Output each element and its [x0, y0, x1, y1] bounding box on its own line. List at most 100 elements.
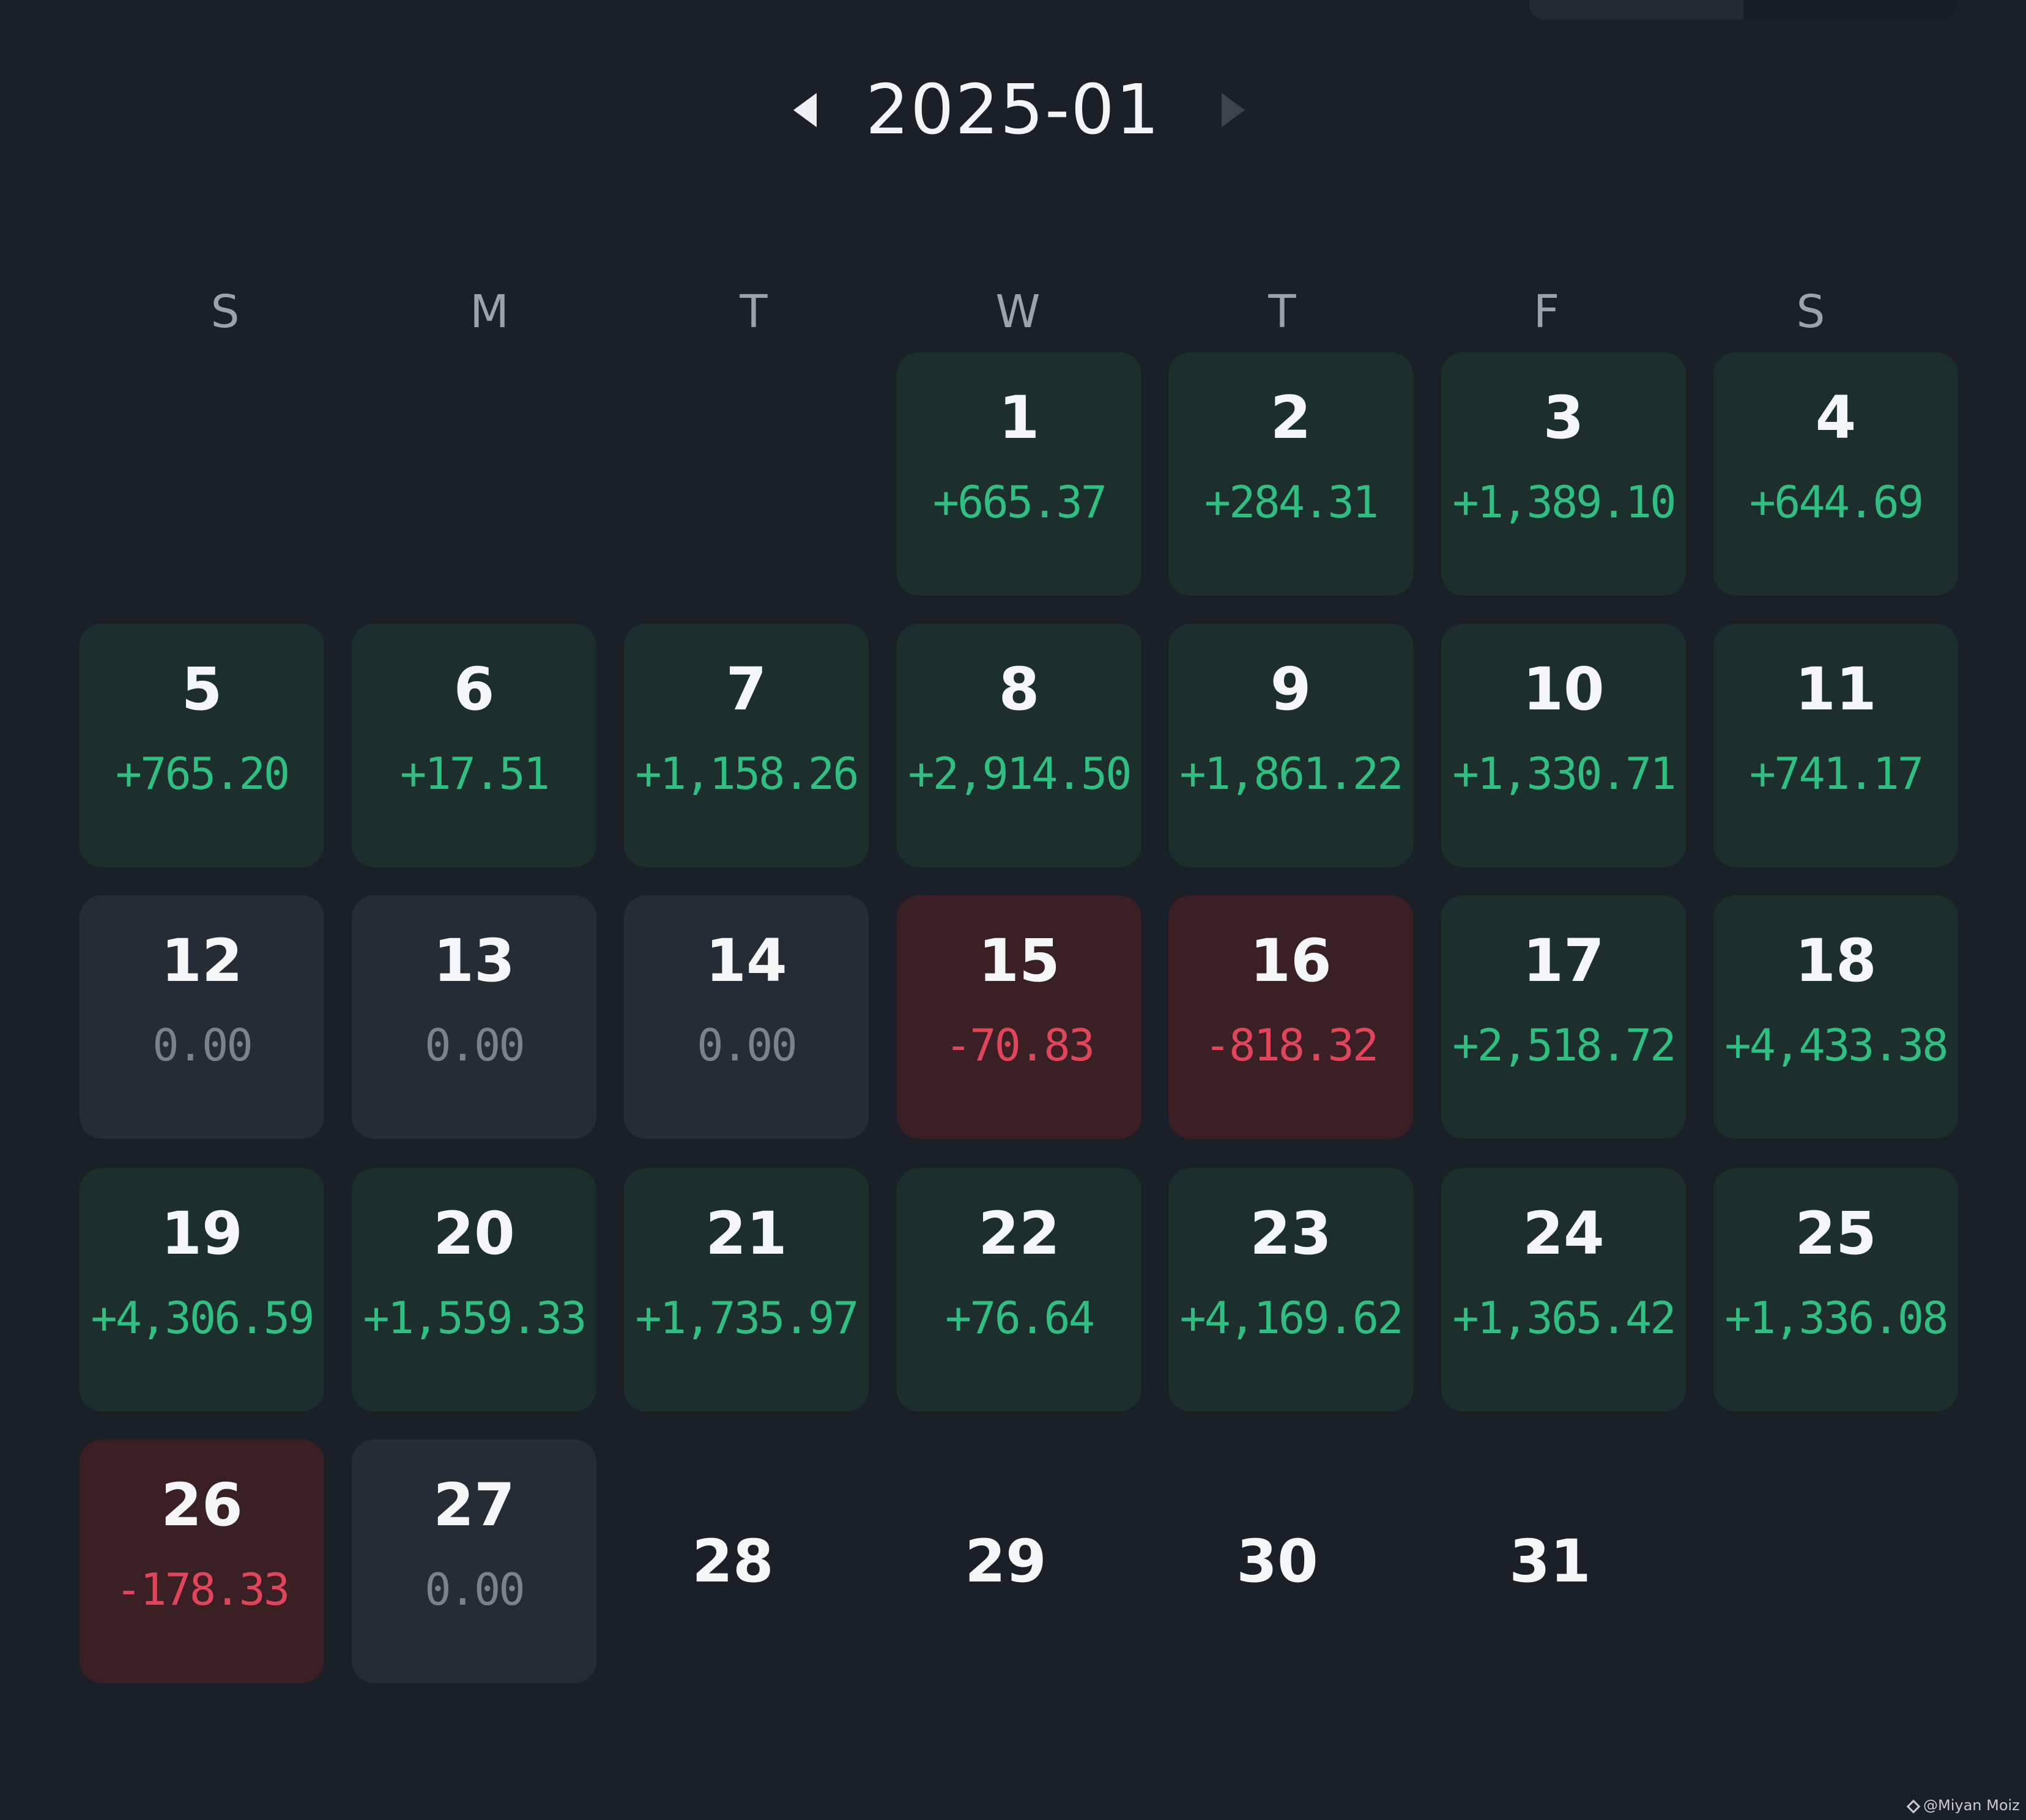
calendar-day-cell[interactable]: 28: [610, 1440, 855, 1683]
calendar-day-cell[interactable]: 8 +2,914.50: [897, 624, 1141, 867]
day-number: 16: [1250, 927, 1332, 995]
day-pnl-value: +17.51: [399, 748, 550, 799]
calendar-day-cell[interactable]: 3 +1,389.10: [1441, 352, 1686, 596]
day-number: 28: [692, 1527, 774, 1596]
calendar-day-cell[interactable]: 13 0.00: [352, 895, 596, 1139]
weekday-label: S: [1796, 286, 1825, 338]
prev-month-button[interactable]: [781, 86, 829, 135]
calendar-day-cell[interactable]: 19 +4,306.59: [80, 1168, 324, 1411]
day-pnl-value: -818.32: [1204, 1019, 1379, 1071]
next-month-button[interactable]: [1209, 86, 1258, 135]
day-pnl-value: +765.20: [115, 748, 290, 799]
day-pnl-value: +4,433.38: [1724, 1019, 1948, 1071]
calendar-day-cell[interactable]: 23 +4,169.62: [1168, 1168, 1413, 1411]
day-number: 30: [1236, 1527, 1318, 1596]
calendar-day-cell[interactable]: 24 +1,365.42: [1441, 1168, 1686, 1411]
calendar-day-cell[interactable]: 6 +17.51: [352, 624, 596, 867]
month-title: 2025-01: [866, 70, 1160, 150]
day-pnl-value: +4,306.59: [91, 1292, 314, 1344]
day-number: 25: [1795, 1199, 1877, 1268]
weekday-label: S: [210, 286, 240, 338]
day-number: 29: [965, 1527, 1047, 1596]
day-number: 12: [161, 927, 243, 995]
day-pnl-value: +665.37: [932, 476, 1107, 528]
day-pnl-value: 0.00: [152, 1019, 253, 1071]
day-number: 8: [998, 655, 1040, 723]
day-number: 17: [1523, 927, 1605, 995]
day-number: 22: [978, 1199, 1060, 1268]
day-pnl-value: +2,914.50: [908, 748, 1132, 799]
day-number: 6: [453, 655, 495, 723]
day-number: 15: [978, 927, 1060, 995]
calendar-day-cell[interactable]: 16 -818.32: [1168, 895, 1413, 1139]
day-number: 10: [1523, 655, 1605, 723]
day-pnl-value: +1,389.10: [1452, 476, 1676, 528]
calendar-day-cell[interactable]: 2 +284.31: [1168, 352, 1413, 596]
calendar-day-cell[interactable]: 26 -178.33: [80, 1440, 324, 1683]
calendar-day-cell[interactable]: 5 +765.20: [80, 624, 324, 867]
day-number: 7: [725, 655, 767, 723]
day-pnl-value: +1,158.26: [635, 748, 859, 799]
calendar-day-cell[interactable]: 14 0.00: [624, 895, 869, 1139]
month-header: 2025-01: [0, 61, 2026, 159]
day-number: 14: [705, 927, 787, 995]
weekday-label: W: [995, 286, 1041, 338]
day-number: 31: [1509, 1527, 1591, 1596]
day-pnl-value: +644.69: [1749, 476, 1924, 528]
view-toggle-segment[interactable]: [1743, 0, 1957, 20]
triangle-right-icon: [1222, 93, 1245, 127]
calendar-day-cell[interactable]: 30: [1155, 1440, 1400, 1683]
day-pnl-value: +1,861.22: [1179, 748, 1403, 799]
day-number: 26: [161, 1471, 243, 1539]
weekday-label: F: [1533, 286, 1560, 338]
watermark: @Miyan Moiz: [1906, 1794, 2025, 1816]
day-pnl-value: +741.17: [1749, 748, 1924, 799]
day-pnl-value: 0.00: [697, 1019, 797, 1071]
day-number: 20: [433, 1199, 515, 1268]
day-number: 27: [433, 1471, 515, 1539]
binance-diamond-icon: [1906, 1799, 1921, 1814]
calendar-day-cell[interactable]: 21 +1,735.97: [624, 1168, 869, 1411]
day-pnl-value: +1,365.42: [1452, 1292, 1676, 1344]
calendar-day-cell[interactable]: 7 +1,158.26: [624, 624, 869, 867]
day-number: 3: [1543, 383, 1584, 452]
day-number: 18: [1795, 927, 1877, 995]
day-pnl-value: +1,559.33: [363, 1292, 587, 1344]
calendar-day-cell[interactable]: 12 0.00: [80, 895, 324, 1139]
day-number: 19: [161, 1199, 243, 1268]
weekday-label: T: [740, 286, 768, 338]
calendar-day-cell[interactable]: 31: [1428, 1440, 1672, 1683]
calendar-day-cell[interactable]: 9 +1,861.22: [1168, 624, 1413, 867]
calendar-day-cell[interactable]: 11 +741.17: [1713, 624, 1958, 867]
day-pnl-value: +1,336.08: [1724, 1292, 1948, 1344]
day-pnl-value: +2,518.72: [1452, 1019, 1676, 1071]
day-pnl-value: 0.00: [425, 1019, 525, 1071]
calendar-day-cell[interactable]: 27 0.00: [352, 1440, 596, 1683]
day-number: 2: [1270, 383, 1312, 452]
calendar-day-cell[interactable]: 10 +1,330.71: [1441, 624, 1686, 867]
calendar-day-cell[interactable]: 18 +4,433.38: [1713, 895, 1958, 1139]
calendar-day-cell[interactable]: 1 +665.37: [897, 352, 1141, 596]
weekday-header-row: S M T W T F S: [0, 281, 2026, 342]
day-pnl-value: +4,169.62: [1179, 1292, 1403, 1344]
calendar-day-cell[interactable]: 15 -70.83: [897, 895, 1141, 1139]
calendar-day-cell[interactable]: 17 +2,518.72: [1441, 895, 1686, 1139]
day-pnl-value: +76.64: [944, 1292, 1095, 1344]
weekday-label: M: [470, 286, 509, 338]
day-number: 23: [1250, 1199, 1332, 1268]
calendar-day-cell[interactable]: 29: [883, 1440, 1128, 1683]
calendar-day-cell[interactable]: 25 +1,336.08: [1713, 1168, 1958, 1411]
day-pnl-value: -178.33: [115, 1564, 290, 1615]
day-pnl-value: +1,330.71: [1452, 748, 1676, 799]
day-number: 5: [181, 655, 223, 723]
day-pnl-value: +1,735.97: [635, 1292, 859, 1344]
day-number: 24: [1523, 1199, 1605, 1268]
day-number: 21: [705, 1199, 787, 1268]
view-toggle[interactable]: [1529, 0, 1957, 20]
calendar-day-cell[interactable]: 22 +76.64: [897, 1168, 1141, 1411]
calendar-day-cell[interactable]: 4 +644.69: [1713, 352, 1958, 596]
calendar-day-cell[interactable]: 20 +1,559.33: [352, 1168, 596, 1411]
watermark-text: @Miyan Moiz: [1923, 1797, 2020, 1814]
day-number: 1: [998, 383, 1040, 452]
